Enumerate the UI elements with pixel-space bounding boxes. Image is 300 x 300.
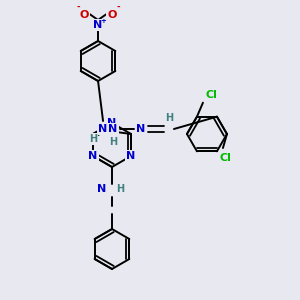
Text: -: - — [116, 2, 120, 11]
Text: H: H — [89, 134, 97, 144]
Text: N: N — [126, 151, 136, 161]
Text: N: N — [93, 20, 103, 30]
Text: +: + — [100, 18, 106, 24]
Text: N: N — [136, 124, 146, 134]
Text: H: H — [109, 137, 117, 147]
Text: N: N — [107, 118, 117, 128]
Text: N: N — [108, 124, 118, 134]
Text: O: O — [107, 10, 117, 20]
Text: Cl: Cl — [219, 153, 231, 163]
Text: N: N — [98, 124, 108, 134]
Text: N: N — [98, 184, 106, 194]
Text: H: H — [116, 184, 124, 194]
Text: N: N — [88, 151, 98, 161]
Text: -: - — [76, 2, 80, 11]
Text: H: H — [165, 113, 173, 123]
Text: Cl: Cl — [205, 90, 217, 100]
Text: O: O — [80, 10, 89, 20]
